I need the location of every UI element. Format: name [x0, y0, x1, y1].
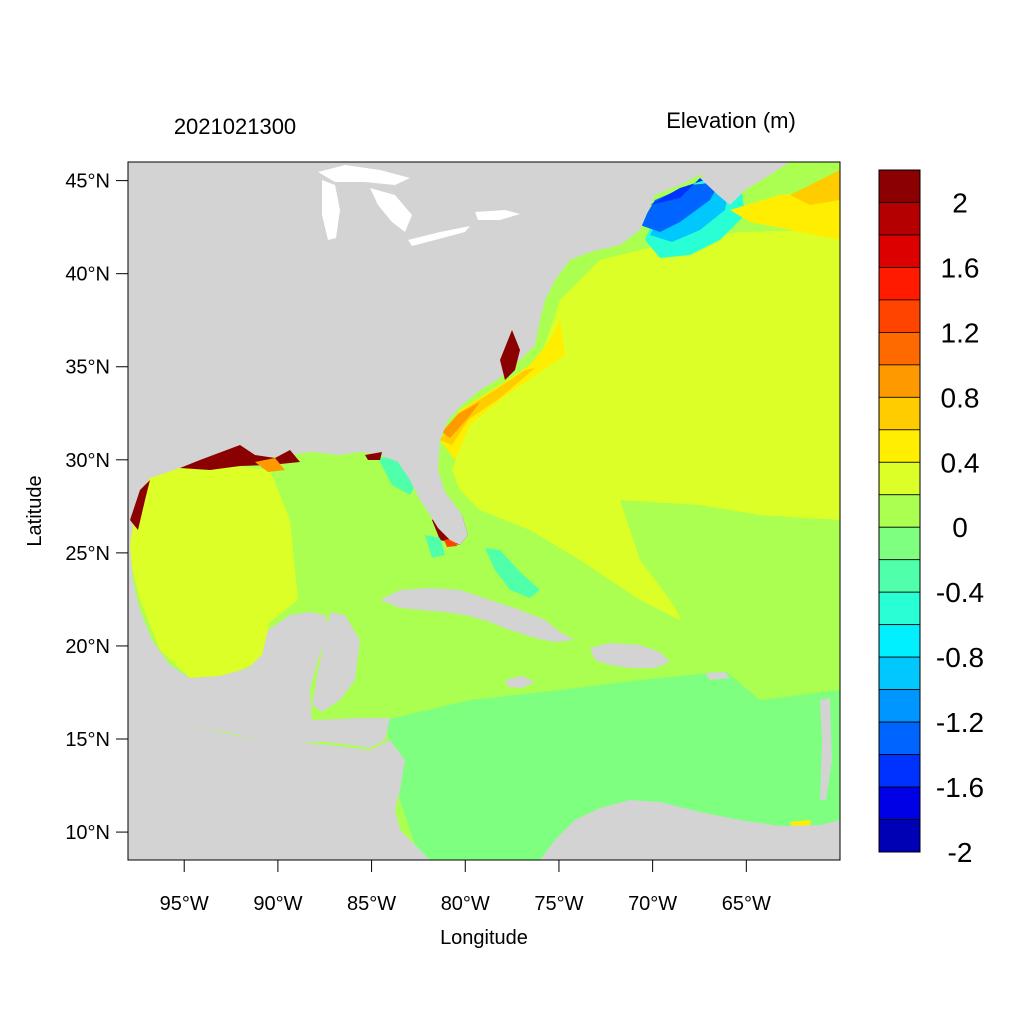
- colorbar-swatch: [879, 495, 920, 527]
- colorbar-label: 1.6: [941, 252, 980, 283]
- colorbar-swatch: [879, 332, 920, 364]
- colorbar-label: 0: [952, 512, 968, 543]
- lon-tick-label: 75°W: [534, 893, 583, 915]
- colorbar-swatch: [879, 462, 920, 494]
- variable-title: Elevation (m): [666, 108, 796, 133]
- colorbar-swatch: [879, 787, 920, 819]
- longitude-axis: 95°W 90°W 85°W 80°W 75°W 70°W 65°W: [160, 860, 771, 915]
- lon-tick-label: 85°W: [347, 893, 396, 915]
- lat-tick-label: 30°N: [65, 450, 110, 472]
- lon-tick-label: 80°W: [441, 893, 490, 915]
- colorbar-swatch: [879, 170, 920, 202]
- colorbar-swatch: [879, 430, 920, 462]
- lat-tick-label: 10°N: [65, 822, 110, 844]
- y-axis-label: Latitude: [24, 475, 46, 546]
- colorbar-swatch: [879, 690, 920, 722]
- colorbar-label: -0.8: [936, 642, 984, 673]
- colorbar-swatch: [879, 397, 920, 429]
- lat-tick-label: 20°N: [65, 636, 110, 658]
- lat-tick-label: 25°N: [65, 543, 110, 565]
- lon-tick-label: 90°W: [253, 893, 302, 915]
- colorbar-swatch: [879, 755, 920, 787]
- colorbar-swatch: [879, 625, 920, 657]
- colorbar-swatch: [879, 722, 920, 754]
- colorbar-label: -2: [948, 837, 973, 868]
- lat-tick-label: 35°N: [65, 357, 110, 379]
- colorbar-swatch: [879, 527, 920, 559]
- colorbar-label: 2: [952, 187, 968, 218]
- colorbar-label: -1.6: [936, 772, 984, 803]
- colorbar-label: 0.8: [941, 382, 980, 413]
- colorbar-swatch: [879, 202, 920, 234]
- date-label: 2021021300: [174, 114, 296, 139]
- lat-tick-label: 45°N: [65, 171, 110, 193]
- colorbar: 2 1.6 1.2 0.8 0.4 0 -0.4 -0.8 -1.2 -1.6 -2: [879, 170, 984, 868]
- x-axis-label: Longitude: [440, 927, 528, 949]
- map-panel: [128, 162, 840, 860]
- lon-tick-label: 70°W: [628, 893, 677, 915]
- colorbar-label: -1.2: [936, 707, 984, 738]
- colorbar-swatch: [879, 365, 920, 397]
- colorbar-swatch: [879, 300, 920, 332]
- colorbar-swatch: [879, 657, 920, 689]
- lat-tick-label: 40°N: [65, 264, 110, 286]
- colorbar-swatch: [879, 267, 920, 299]
- lon-tick-label: 65°W: [722, 893, 771, 915]
- colorbar-swatch: [879, 592, 920, 624]
- colorbar-swatch: [879, 820, 920, 852]
- lat-tick-label: 15°N: [65, 729, 110, 751]
- colorbar-label: 0.4: [941, 447, 980, 478]
- colorbar-label: -0.4: [936, 577, 984, 608]
- colorbar-swatch: [879, 235, 920, 267]
- colorbar-label: 1.2: [941, 317, 980, 348]
- latitude-axis: 45°N 40°N 35°N 30°N 25°N 20°N 15°N 10°N: [65, 171, 128, 844]
- colorbar-swatch: [879, 560, 920, 592]
- lon-tick-label: 95°W: [160, 893, 209, 915]
